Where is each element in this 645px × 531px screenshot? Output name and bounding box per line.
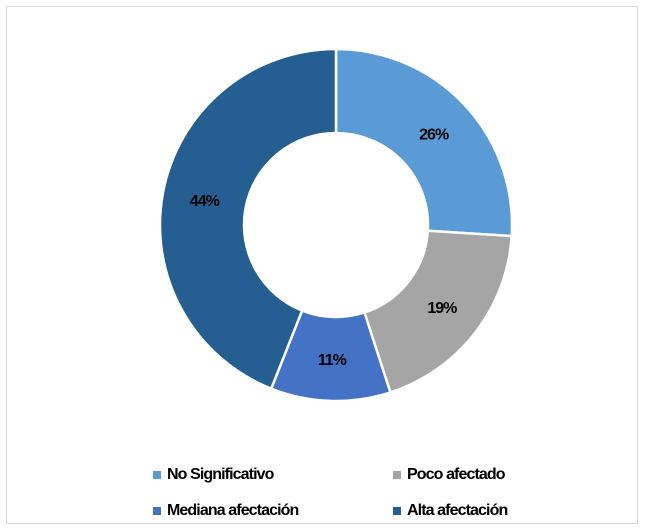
data-label-alta-afectacion: 44% — [190, 193, 220, 210]
data-label-poco-afectado: 19% — [427, 300, 457, 317]
legend-label-no-significativo: No Significativo — [167, 466, 274, 483]
data-label-mediana-afectacion: 11% — [318, 352, 347, 369]
legend-label-poco-afectado: Poco afectado — [407, 466, 506, 483]
legend-item-alta-afectacion: Alta afectación — [393, 500, 508, 522]
data-label-no-significativo: 26% — [419, 126, 449, 143]
chart-legend: No Significativo Poco afectado Mediana a… — [153, 464, 573, 524]
chart-frame: 26% 19% 11% 44% No Significativo Poco afect… — [6, 6, 638, 524]
legend-item-mediana-afectacion: Mediana afectación — [153, 500, 299, 522]
slice-poco-afectado — [362, 229, 513, 394]
legend-item-no-significativo: No Significativo — [153, 464, 274, 486]
slice-no-significativo — [334, 47, 514, 238]
legend-swatch-alta-afectacion — [393, 507, 401, 515]
legend-label-mediana-afectacion: Mediana afectación — [167, 502, 299, 519]
slice-alta-afectacion — [158, 47, 338, 391]
donut-chart: 26% 19% 11% 44% — [158, 47, 514, 403]
legend-label-alta-afectacion: Alta afectación — [407, 502, 508, 519]
legend-swatch-no-significativo — [153, 471, 161, 479]
legend-swatch-poco-afectado — [393, 471, 401, 479]
legend-swatch-mediana-afectacion — [153, 507, 161, 515]
legend-item-poco-afectado: Poco afectado — [393, 464, 506, 486]
